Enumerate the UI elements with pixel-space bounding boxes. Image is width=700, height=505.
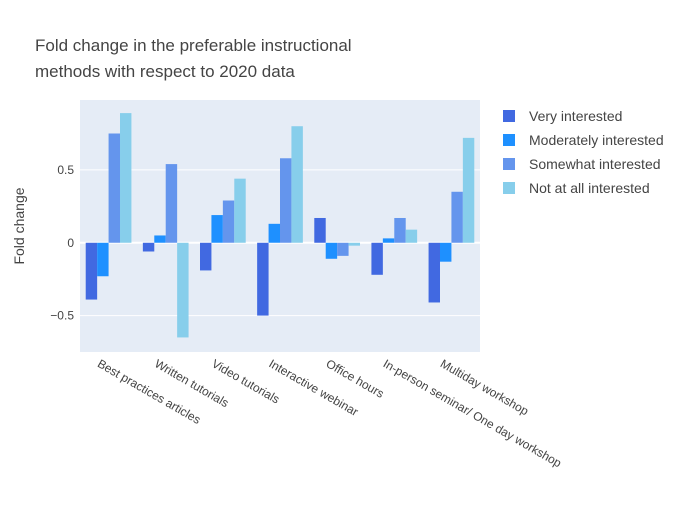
chart-title-line-1: Fold change in the preferable instructio… [35,36,352,55]
legend-item[interactable]: Moderately interested [503,132,664,148]
legend-item[interactable]: Not at all interested [503,180,650,196]
bar-moderately-interested[interactable] [211,215,223,243]
bar-not-at-all-interested[interactable] [348,242,360,246]
legend-label: Not at all interested [529,180,650,196]
bar-somewhat-interested[interactable] [165,164,178,243]
bar-very-interested[interactable] [257,242,269,316]
legend-item[interactable]: Somewhat interested [503,156,661,172]
y-tick-label: 0.5 [57,163,74,177]
bar-not-at-all-interested[interactable] [120,113,132,243]
bar-somewhat-interested[interactable] [394,217,406,243]
bar-not-at-all-interested[interactable] [177,242,189,338]
legend-swatch [503,110,515,122]
chart-title-line-2: methods with respect to 2020 data [35,62,295,81]
legend[interactable]: Very interested Moderately interested Some… [503,108,664,196]
bar-very-interested[interactable] [200,242,212,271]
bar-moderately-interested[interactable] [97,242,109,277]
y-axis-ticks: −0.5 0 0.5 [50,163,74,323]
bar-somewhat-interested[interactable] [222,200,235,243]
bar-not-at-all-interested[interactable] [405,229,418,243]
bar-moderately-interested[interactable] [268,223,280,243]
bar-somewhat-interested[interactable] [337,242,349,256]
bar-somewhat-interested[interactable] [108,133,120,243]
x-tick-label: Best practices articles [95,356,203,426]
y-axis-title: Fold change [11,187,27,264]
bar-not-at-all-interested[interactable] [291,126,303,243]
bar-somewhat-interested[interactable] [451,191,463,243]
bar-somewhat-interested[interactable] [280,158,292,243]
y-tick-label: 0 [67,236,74,250]
legend-swatch [503,182,515,194]
legend-item[interactable]: Very interested [503,108,622,124]
bar-moderately-interested[interactable] [325,242,338,259]
legend-swatch [503,158,515,170]
bar-moderately-interested[interactable] [154,235,166,243]
y-tick-label: −0.5 [50,309,74,323]
bars [85,113,475,338]
bar-moderately-interested[interactable] [440,242,452,262]
bar-very-interested[interactable] [371,242,383,275]
bar-moderately-interested[interactable] [382,238,395,243]
legend-label: Somewhat interested [529,156,661,172]
bar-very-interested[interactable] [428,242,440,303]
legend-label: Moderately interested [529,132,664,148]
bar-very-interested[interactable] [85,242,98,300]
legend-label: Very interested [529,108,622,124]
bar-very-interested[interactable] [314,217,326,243]
bar-not-at-all-interested[interactable] [234,178,246,243]
bar-not-at-all-interested[interactable] [462,137,475,243]
legend-swatch [503,134,515,146]
bar-very-interested[interactable] [142,242,155,252]
chart-title: Fold change in the preferable instructio… [35,36,352,81]
